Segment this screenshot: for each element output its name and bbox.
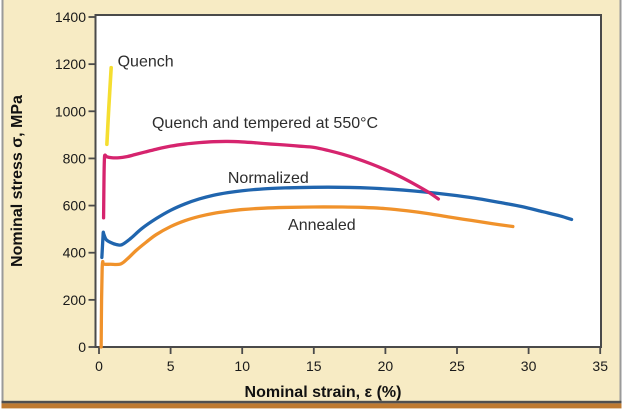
- left-edge-line: [1, 0, 4, 402]
- curve-quench-and-tempered-at-550-c: [101, 139, 441, 220]
- right-edge-line: [619, 0, 622, 402]
- x-tick-label-35: 35: [592, 358, 608, 374]
- x-tick-label-15: 15: [306, 358, 322, 374]
- x-tick-label-10: 10: [234, 358, 250, 374]
- bottom-edge-line: [1, 400, 622, 404]
- y-tick-label-400: 400: [63, 245, 87, 261]
- label-quench-tempered: Quench and tempered at 550°C: [152, 115, 378, 132]
- x-tick-label-20: 20: [378, 358, 394, 374]
- label-normalized: Normalized: [228, 170, 309, 187]
- y-tick-label-1400: 1400: [55, 9, 86, 25]
- x-tick-label-30: 30: [521, 358, 537, 374]
- y-tick-label-1000: 1000: [55, 103, 86, 119]
- y-tick-label-200: 200: [63, 292, 87, 308]
- curve-annealed: [99, 205, 515, 349]
- plot-area: [94, 14, 602, 348]
- x-tick-label-0: 0: [95, 358, 103, 374]
- x-axis-title: Nominal strain, ε (%): [245, 384, 402, 401]
- y-tick-label-1200: 1200: [55, 56, 86, 72]
- x-tick-label-5: 5: [167, 358, 175, 374]
- y-tick-label-600: 600: [63, 198, 87, 214]
- y-tick-label-0: 0: [78, 339, 86, 355]
- label-annealed: Annealed: [288, 217, 356, 234]
- bottom-accent-strip: [1, 403, 622, 409]
- chart-generated-content: 0 200 400 600 800 1000 1200 1400 0 5 10 15 20 25 30 35 Q…: [55, 9, 608, 374]
- x-tick-label-25: 25: [449, 358, 465, 374]
- curve-normalized: [100, 185, 574, 260]
- curve-quench: [105, 65, 113, 147]
- y-tick-label-800: 800: [63, 150, 87, 166]
- y-axis-title: Nominal stress σ, MPa: [9, 95, 26, 267]
- label-quench: Quench: [118, 54, 174, 71]
